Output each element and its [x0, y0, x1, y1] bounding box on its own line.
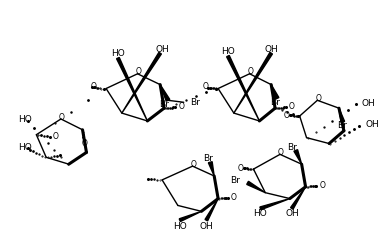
Text: Br: Br	[230, 176, 240, 185]
Text: OH: OH	[286, 209, 300, 218]
Text: Br: Br	[203, 154, 213, 163]
Text: HO: HO	[18, 143, 32, 152]
Text: O: O	[315, 94, 321, 103]
Polygon shape	[291, 187, 306, 209]
Text: Br: Br	[190, 98, 200, 107]
Text: OH: OH	[155, 45, 169, 54]
Text: O: O	[203, 82, 208, 91]
Text: Br: Br	[337, 121, 347, 130]
Text: O: O	[278, 148, 284, 157]
Text: O: O	[319, 181, 325, 190]
Text: O: O	[59, 113, 65, 122]
Polygon shape	[179, 211, 201, 222]
Text: Br: Br	[270, 98, 280, 107]
Text: Br: Br	[159, 100, 169, 109]
Text: HO: HO	[253, 209, 267, 218]
Polygon shape	[226, 55, 260, 121]
Polygon shape	[117, 57, 147, 121]
Polygon shape	[247, 181, 265, 193]
Text: HO: HO	[173, 222, 187, 231]
Text: Br: Br	[287, 143, 297, 152]
Text: O: O	[179, 102, 185, 111]
Text: OH: OH	[200, 222, 213, 231]
Text: HO: HO	[221, 47, 235, 56]
Text: O: O	[82, 139, 87, 148]
Text: O: O	[231, 193, 237, 202]
Polygon shape	[205, 198, 218, 221]
Polygon shape	[234, 52, 272, 113]
Text: OH: OH	[361, 99, 375, 108]
Text: HO: HO	[18, 115, 32, 124]
Polygon shape	[260, 198, 290, 210]
Text: OH: OH	[366, 120, 379, 129]
Text: OH: OH	[264, 45, 278, 54]
Text: O: O	[248, 67, 253, 76]
Text: O: O	[53, 132, 59, 141]
Text: O: O	[191, 160, 196, 169]
Polygon shape	[271, 84, 279, 99]
Polygon shape	[160, 84, 170, 101]
Text: O: O	[289, 102, 295, 111]
Polygon shape	[122, 52, 162, 113]
Polygon shape	[294, 150, 302, 164]
Text: O: O	[90, 82, 96, 91]
Text: O: O	[238, 164, 244, 173]
Polygon shape	[339, 108, 345, 122]
Polygon shape	[208, 162, 214, 176]
Text: O: O	[284, 110, 290, 120]
Text: HO: HO	[111, 49, 125, 58]
Text: O: O	[136, 67, 141, 76]
